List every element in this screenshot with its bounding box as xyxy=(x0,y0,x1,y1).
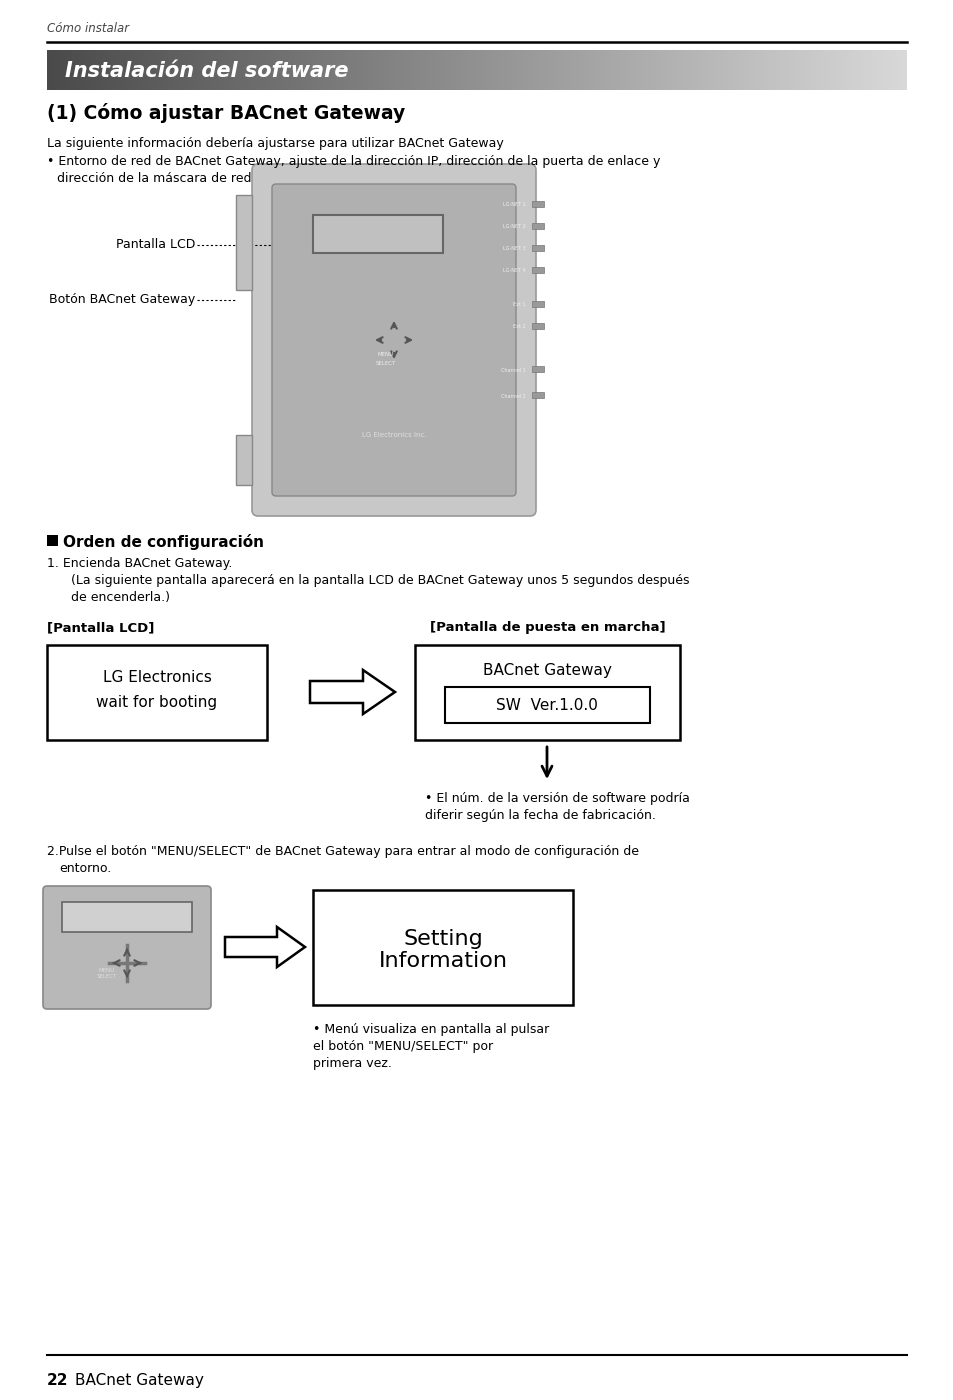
Text: 2.Pulse el botón "MENU/SELECT" de BACnet Gateway para entrar al modo de configur: 2.Pulse el botón "MENU/SELECT" de BACnet… xyxy=(47,846,639,858)
Text: [Pantalla de puesta en marcha]: [Pantalla de puesta en marcha] xyxy=(430,622,665,634)
Text: Instalación del software: Instalación del software xyxy=(65,62,348,81)
Bar xyxy=(313,890,573,1005)
FancyBboxPatch shape xyxy=(43,886,211,1009)
Bar xyxy=(532,301,543,307)
Text: MENU
SELECT: MENU SELECT xyxy=(97,967,117,979)
Text: Orden de configuración: Orden de configuración xyxy=(63,533,264,550)
Text: Ext 1: Ext 1 xyxy=(513,302,525,308)
Text: Ext 2: Ext 2 xyxy=(513,325,525,329)
Text: • Entorno de red de BACnet Gateway, ajuste de la dirección IP, dirección de la p: • Entorno de red de BACnet Gateway, ajus… xyxy=(47,155,659,168)
Text: Botón BACnet Gateway: Botón BACnet Gateway xyxy=(49,294,194,307)
Text: (1) Cómo ajustar BACnet Gateway: (1) Cómo ajustar BACnet Gateway xyxy=(47,104,405,123)
Text: Information: Information xyxy=(378,951,507,972)
Text: entorno.: entorno. xyxy=(59,862,112,875)
Text: LG-NET 4: LG-NET 4 xyxy=(503,269,525,273)
Bar xyxy=(444,687,649,722)
Text: • Menú visualiza en pantalla al pulsar: • Menú visualiza en pantalla al pulsar xyxy=(313,1023,549,1036)
FancyBboxPatch shape xyxy=(252,164,536,517)
Text: el botón "MENU/SELECT" por: el botón "MENU/SELECT" por xyxy=(313,1040,493,1053)
Text: 1. Encienda BACnet Gateway.: 1. Encienda BACnet Gateway. xyxy=(47,557,233,570)
Text: dirección de la máscara de red: dirección de la máscara de red xyxy=(57,172,252,185)
Bar xyxy=(47,535,58,546)
Bar xyxy=(532,245,543,251)
Text: BACnet Gateway: BACnet Gateway xyxy=(482,664,611,679)
Text: LG-NET 1: LG-NET 1 xyxy=(503,203,525,207)
Text: LG-NET 2: LG-NET 2 xyxy=(503,224,525,230)
Text: Setting: Setting xyxy=(403,930,482,949)
Text: SW  Ver.1.0.0: SW Ver.1.0.0 xyxy=(496,699,598,714)
Text: La siguiente información debería ajustarse para utilizar BACnet Gateway: La siguiente información debería ajustar… xyxy=(47,137,503,150)
Bar xyxy=(235,435,252,484)
Bar xyxy=(47,645,267,741)
Bar xyxy=(532,392,543,398)
Text: Channel 1: Channel 1 xyxy=(500,367,525,372)
Bar xyxy=(62,902,192,932)
Text: LG Electronics: LG Electronics xyxy=(103,669,212,685)
Text: MENU: MENU xyxy=(377,351,394,357)
Bar xyxy=(235,195,252,290)
Text: BACnet Gateway: BACnet Gateway xyxy=(75,1373,204,1387)
Text: 22: 22 xyxy=(47,1373,69,1387)
Text: Cómo instalar: Cómo instalar xyxy=(47,22,129,35)
Text: Pantalla LCD: Pantalla LCD xyxy=(115,238,194,252)
Text: de encenderla.): de encenderla.) xyxy=(59,591,170,603)
Bar xyxy=(532,323,543,329)
Text: [Pantalla LCD]: [Pantalla LCD] xyxy=(47,622,154,634)
Polygon shape xyxy=(310,671,395,714)
Polygon shape xyxy=(225,927,305,967)
Text: SELECT: SELECT xyxy=(375,361,395,365)
Text: • El núm. de la versión de software podría: • El núm. de la versión de software podr… xyxy=(424,792,689,805)
Bar xyxy=(532,365,543,372)
Bar xyxy=(532,202,543,207)
Text: diferir según la fecha de fabricación.: diferir según la fecha de fabricación. xyxy=(424,809,656,822)
Text: (La siguiente pantalla aparecerá en la pantalla LCD de BACnet Gateway unos 5 seg: (La siguiente pantalla aparecerá en la p… xyxy=(59,574,689,587)
Bar xyxy=(313,216,442,253)
Bar xyxy=(415,645,679,741)
Text: LG Electronics Inc.: LG Electronics Inc. xyxy=(361,433,426,438)
Text: Channel 2: Channel 2 xyxy=(500,393,525,399)
Text: wait for booting: wait for booting xyxy=(96,696,217,711)
Text: primera vez.: primera vez. xyxy=(313,1057,392,1070)
Bar xyxy=(532,223,543,230)
Text: LG-NET 3: LG-NET 3 xyxy=(503,246,525,252)
Bar xyxy=(532,267,543,273)
FancyBboxPatch shape xyxy=(272,183,516,496)
